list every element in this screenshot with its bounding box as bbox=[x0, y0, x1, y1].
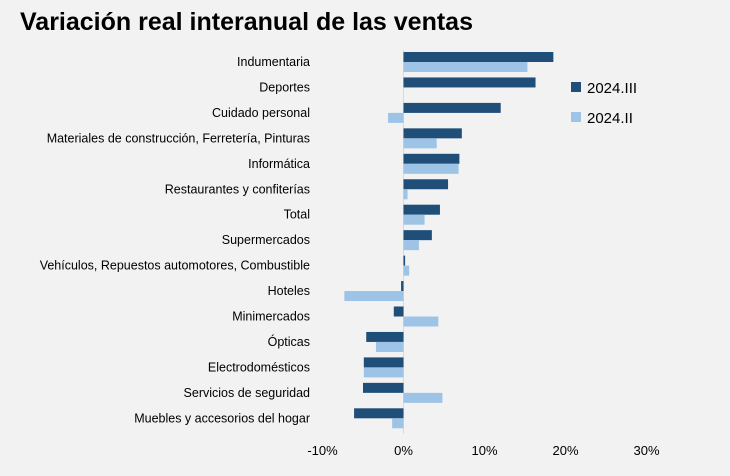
category-label: Supermercados bbox=[222, 233, 310, 247]
category-label: Restaurantes y confiterías bbox=[165, 182, 310, 196]
category-label: Indumentaria bbox=[237, 55, 310, 69]
category-label: Muebles y accesorios del hogar bbox=[134, 411, 310, 425]
category-label: Materiales de construcción, Ferretería, … bbox=[47, 131, 310, 145]
bar-2024-ii bbox=[403, 265, 410, 276]
bar-2024-iii bbox=[403, 204, 440, 215]
bar-2024-iii bbox=[366, 331, 404, 342]
chart-title: Variación real interanual de las ventas bbox=[20, 8, 473, 36]
bar-2024-iii bbox=[363, 357, 404, 368]
bar-2024-iii bbox=[403, 255, 406, 266]
legend-swatch bbox=[571, 112, 581, 122]
category-label: Cuidado personal bbox=[212, 106, 310, 120]
bar-2024-iii bbox=[403, 153, 460, 164]
bar-2024-iii bbox=[403, 128, 462, 139]
bar-2024-ii bbox=[388, 112, 404, 123]
x-tick-label: 0% bbox=[394, 443, 413, 458]
bar-2024-ii bbox=[403, 189, 408, 200]
category-label: Servicios de seguridad bbox=[184, 386, 311, 400]
bar-2024-ii bbox=[403, 240, 419, 251]
x-tick-label: -10% bbox=[307, 443, 338, 458]
x-tick-label: 30% bbox=[633, 443, 659, 458]
category-label: Total bbox=[284, 208, 310, 222]
bar-2024-ii bbox=[344, 291, 404, 302]
bar-2024-ii bbox=[375, 341, 404, 352]
category-label: Informática bbox=[248, 157, 310, 171]
x-tick-label: 10% bbox=[471, 443, 497, 458]
bar-2024-ii bbox=[403, 392, 443, 403]
bar-2024-ii bbox=[403, 316, 439, 327]
bar-2024-iii bbox=[393, 306, 404, 317]
bar-2024-iii bbox=[403, 102, 501, 113]
bar-2024-ii bbox=[403, 138, 437, 149]
category-label: Minimercados bbox=[232, 310, 310, 324]
bar-2024-ii bbox=[403, 214, 425, 225]
bar-2024-iii bbox=[403, 52, 554, 62]
bar-2024-iii bbox=[403, 77, 536, 88]
category-label: Vehículos, Repuestos automotores, Combus… bbox=[40, 259, 310, 273]
legend-swatch bbox=[571, 82, 581, 92]
bar-2024-ii bbox=[363, 367, 404, 378]
category-label: Ópticas bbox=[268, 334, 310, 349]
legend-label: 2024.III bbox=[587, 80, 637, 97]
x-tick-label: 20% bbox=[552, 443, 578, 458]
category-label: Deportes bbox=[259, 80, 310, 94]
legend-label: 2024.II bbox=[587, 110, 633, 127]
bar-2024-iii bbox=[363, 382, 404, 393]
bar-2024-ii bbox=[403, 62, 528, 72]
bar-2024-iii bbox=[354, 408, 404, 419]
bar-2024-iii bbox=[403, 230, 432, 241]
bar-2024-iii bbox=[401, 281, 404, 292]
category-label: Electrodomésticos bbox=[208, 360, 310, 374]
bar-2024-ii bbox=[403, 163, 459, 174]
bar-2024-ii bbox=[392, 418, 404, 429]
category-label: Hoteles bbox=[268, 284, 310, 298]
bar-2024-iii bbox=[403, 179, 449, 190]
